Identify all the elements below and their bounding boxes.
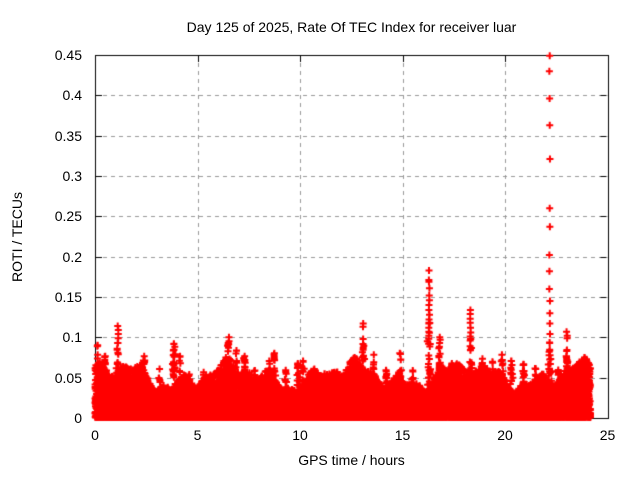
y-tick-label: 0.4 xyxy=(62,87,82,104)
x-tick-label: 25 xyxy=(599,427,616,443)
x-tick-label: 15 xyxy=(394,427,411,443)
x-tick-label: 20 xyxy=(497,427,513,443)
chart-title: Day 125 of 2025, Rate Of TEC Index for r… xyxy=(186,19,517,35)
y-tick-label: 0 xyxy=(74,410,82,426)
y-tick-label: 0.2 xyxy=(62,248,82,265)
y-tick-label: 0.25 xyxy=(54,208,82,225)
y-tick-label: 0.3 xyxy=(62,168,82,184)
y-tick-label: 0.05 xyxy=(54,369,82,386)
x-tick-label: 5 xyxy=(193,427,202,443)
x-axis-label: GPS time / hours xyxy=(298,452,405,468)
y-tick-label: 0.1 xyxy=(62,329,82,346)
y-tick-label: 0.15 xyxy=(54,289,82,305)
x-tick-label: 0 xyxy=(91,427,99,443)
x-tick-label: 10 xyxy=(292,427,308,443)
y-tick-label: 0.45 xyxy=(54,47,82,63)
y-axis-label: ROTI / TECUs xyxy=(9,192,25,282)
y-tick-label: 0.35 xyxy=(54,127,82,144)
